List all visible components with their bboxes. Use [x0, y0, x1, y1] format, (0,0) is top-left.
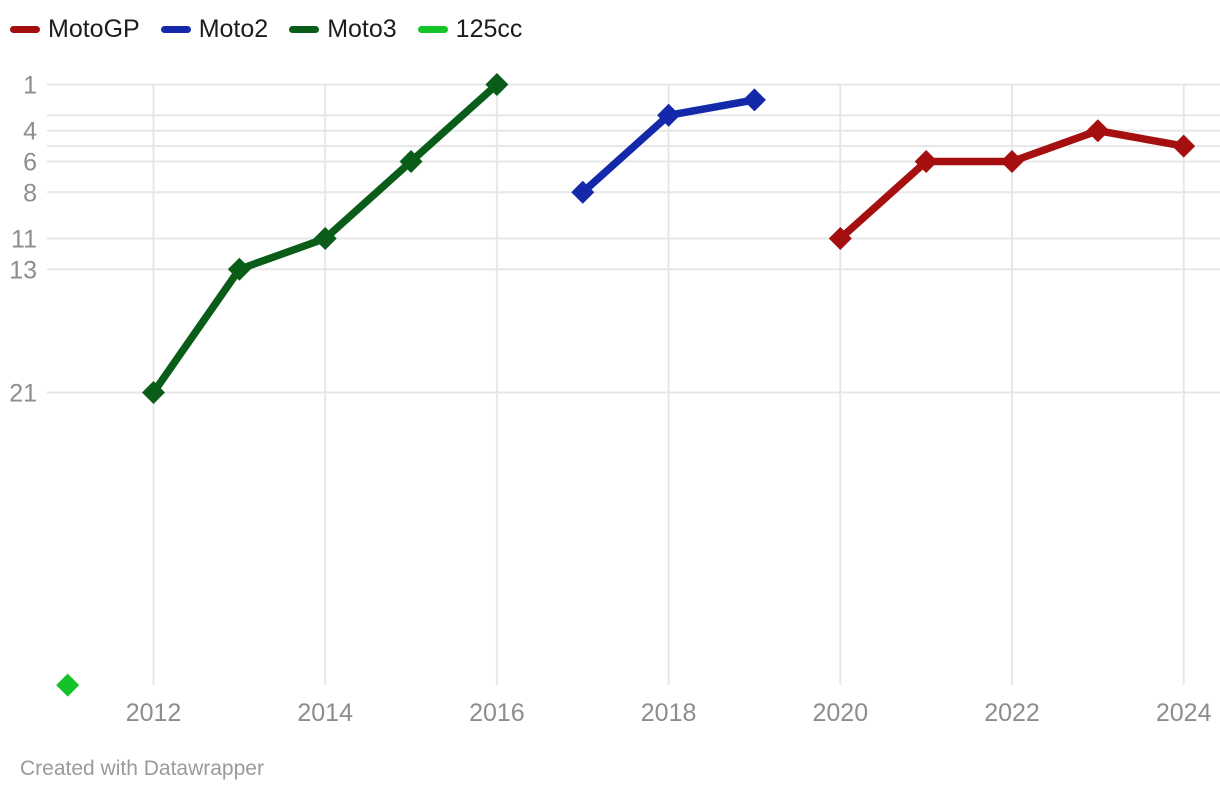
legend-swatch-icon — [289, 26, 320, 33]
data-point-moto2-2019 — [742, 88, 766, 112]
x-tick-label-2024: 2024 — [1156, 699, 1212, 727]
legend-item-motogp: MotoGP — [10, 14, 140, 45]
data-point-motogp-2023 — [1086, 119, 1110, 143]
x-tick-label-2018: 2018 — [641, 699, 697, 727]
x-tick-label-2022: 2022 — [984, 699, 1040, 727]
series-moto2 — [571, 88, 766, 204]
series-moto3 — [142, 73, 509, 404]
data-point-motogp-2021 — [914, 150, 938, 173]
legend-label: Moto2 — [198, 15, 269, 43]
x-tick-label-2014: 2014 — [297, 699, 353, 727]
legend: MotoGP Moto2 Moto3 125cc — [10, 14, 522, 45]
datawrapper-credit: Created with Datawrapper — [20, 757, 264, 780]
data-point-moto2-2017 — [571, 180, 595, 204]
y-tick-label-4: 4 — [23, 118, 37, 146]
data-point-moto3-2014 — [313, 227, 337, 250]
x-axis-labels: 2012 2014 2016 2018 2020 2022 2024 — [126, 699, 1212, 727]
y-tick-label-13: 13 — [9, 256, 37, 284]
legend-label: Moto3 — [327, 15, 397, 43]
legend-item-moto2: Moto2 — [160, 14, 269, 45]
y-tick-label-11: 11 — [11, 226, 37, 254]
legend-swatch-icon — [10, 26, 40, 33]
legend-label: MotoGP — [48, 15, 140, 43]
legend-swatch-icon — [417, 26, 448, 33]
data-point-moto3-2015 — [399, 150, 423, 173]
data-point-moto3-2016 — [485, 73, 509, 96]
x-tick-label-2016: 2016 — [469, 699, 525, 727]
series-motogp — [828, 119, 1196, 250]
y-tick-label-6: 6 — [23, 149, 37, 177]
horizontal-gridlines — [47, 83, 1220, 394]
data-point-moto2-2018 — [657, 103, 681, 127]
y-tick-label-8: 8 — [23, 179, 37, 207]
y-tick-label-21: 21 — [9, 380, 37, 408]
x-tick-label-2020: 2020 — [812, 699, 868, 727]
data-point-motogp-2024 — [1172, 134, 1196, 158]
legend-item-125cc: 125cc — [417, 14, 523, 45]
data-point-motogp-2020 — [828, 227, 852, 250]
vertical-gridlines — [152, 84, 1185, 685]
data-point-motogp-2022 — [1000, 150, 1024, 173]
series-125cc — [56, 673, 80, 697]
legend-item-moto3: Moto3 — [289, 14, 397, 45]
x-tick-label-2012: 2012 — [126, 699, 182, 727]
data-point-moto3-2013 — [227, 257, 251, 281]
y-tick-label-1: 1 — [23, 72, 37, 100]
legend-label: 125cc — [455, 15, 523, 43]
legend-swatch-icon — [160, 26, 191, 33]
data-point-125cc-2011 — [56, 673, 80, 697]
data-point-moto3-2012 — [142, 381, 165, 404]
